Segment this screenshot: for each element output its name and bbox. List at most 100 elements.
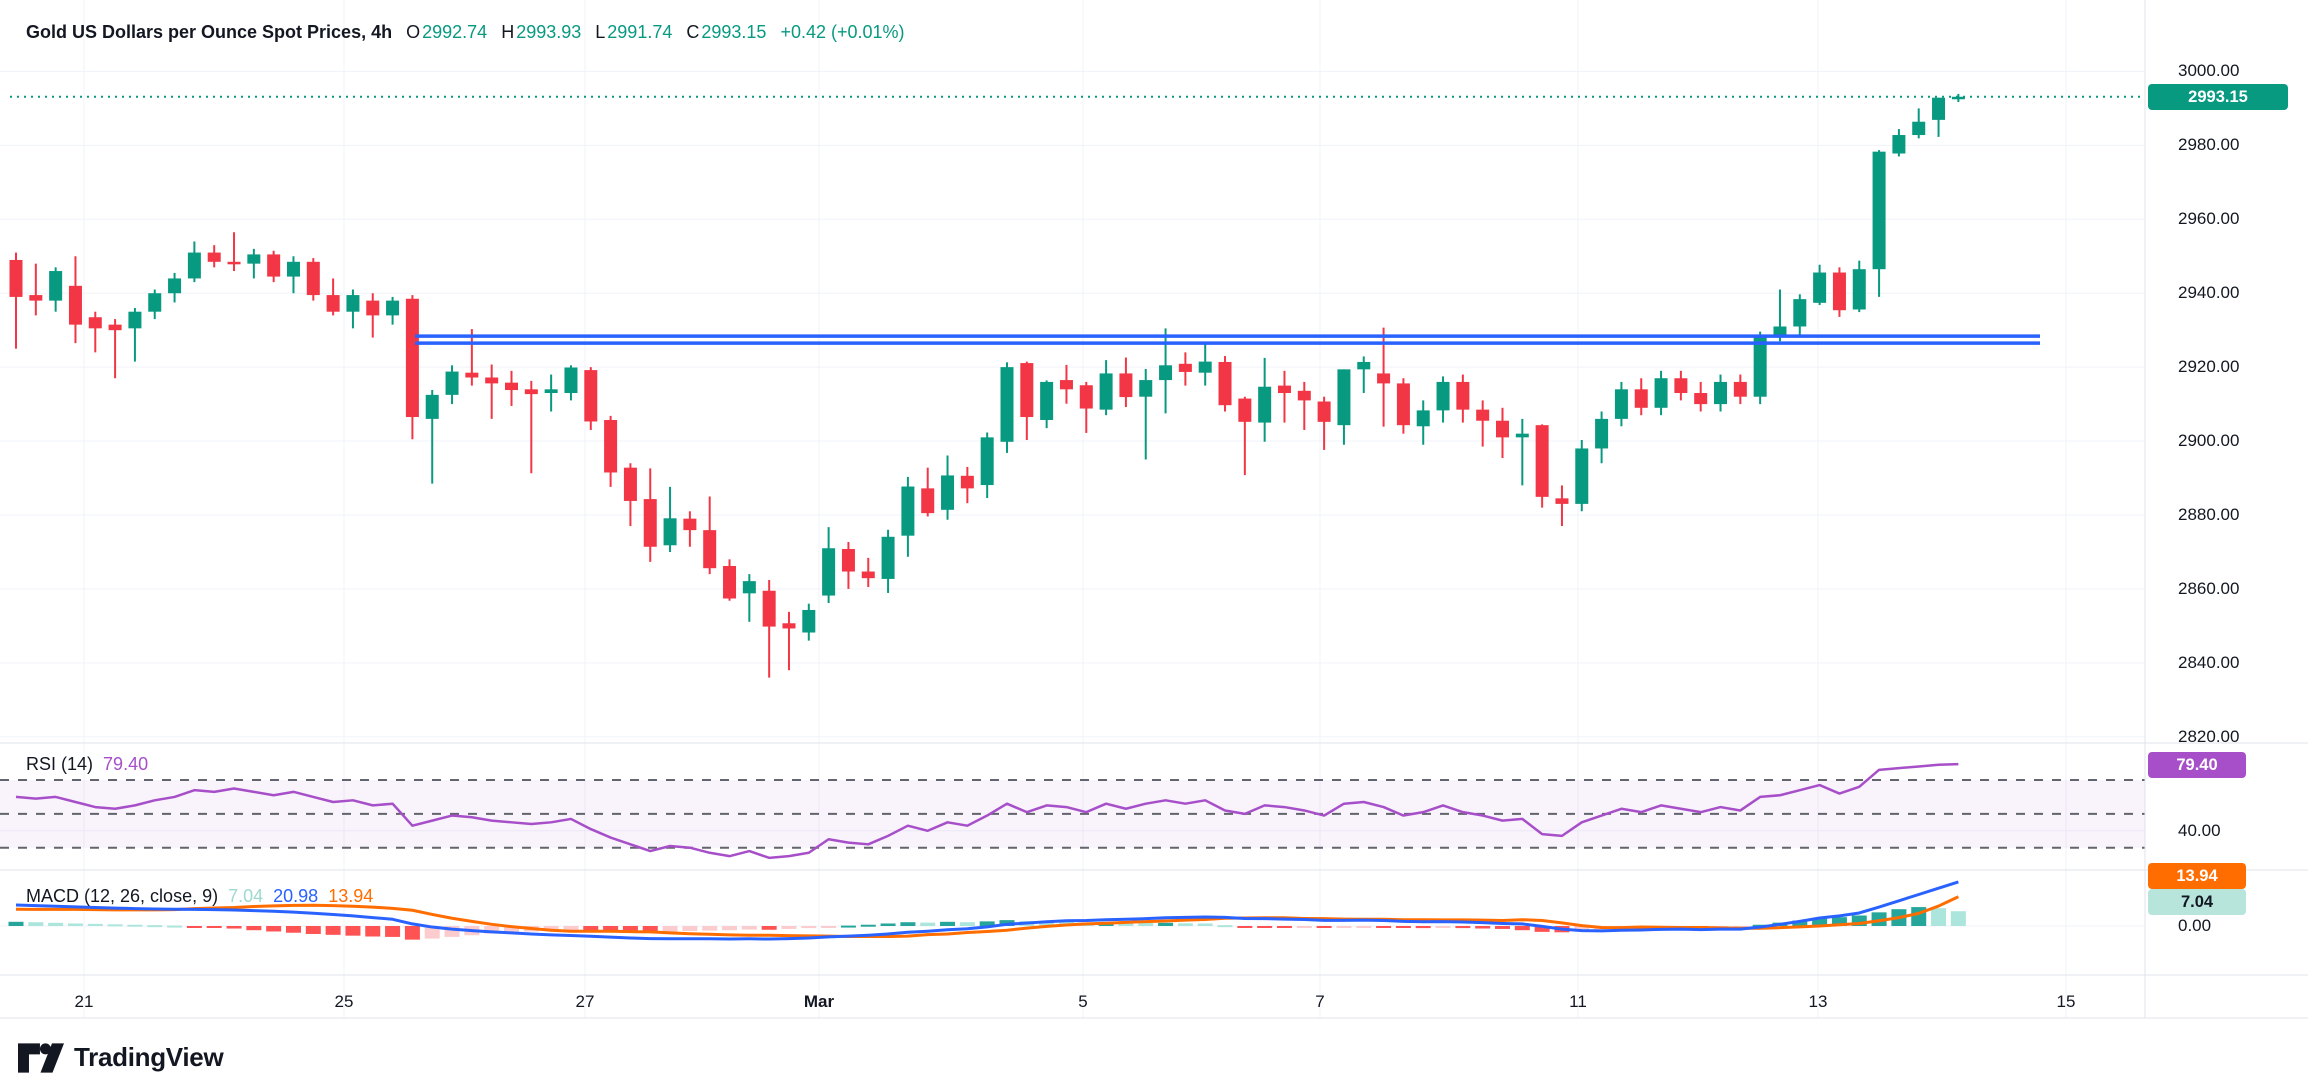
candle-body: [1555, 498, 1569, 504]
macd-signal-value: 13.94: [328, 886, 374, 906]
candle-body: [1535, 425, 1549, 497]
price-axis-label: 2940.00: [2178, 283, 2240, 303]
candle-body: [1456, 381, 1470, 410]
candle-body: [1357, 361, 1371, 370]
macd-hist-bar: [1534, 926, 1550, 932]
macd-legend[interactable]: MACD (12, 26, close, 9) 7.04 20.98 13.94: [26, 886, 373, 907]
time-axis-label: 21: [74, 992, 94, 1011]
candle-body: [1515, 433, 1529, 438]
time-axis[interactable]: 21 25 27 Mar 5 7 11 13 15: [0, 992, 2308, 1022]
macd-hist-bar: [1118, 922, 1134, 926]
candle-body: [643, 499, 657, 547]
macd-hist-bar: [504, 926, 519, 933]
price-axis-label: 2920.00: [2178, 357, 2240, 377]
candle-body: [881, 536, 895, 579]
macd-hist-bar: [107, 924, 123, 927]
candle-body: [623, 467, 637, 501]
candle-body: [366, 300, 380, 316]
rsi-legend[interactable]: RSI (14) 79.40: [26, 754, 148, 775]
macd-hist-bar: [1435, 926, 1451, 928]
candle-body: [346, 295, 360, 312]
candle-body: [187, 252, 201, 279]
macd-hist-bar: [1376, 926, 1392, 928]
macd-hist-bar: [940, 921, 956, 926]
candle-body: [960, 475, 974, 489]
candle-body: [168, 278, 182, 294]
macd-hist-bar: [1177, 923, 1193, 926]
candle-body: [425, 394, 439, 419]
macd-line[interactable]: [15, 880, 1959, 941]
candle-body: [1159, 365, 1173, 381]
candle-body: [802, 609, 816, 633]
candle-body: [29, 295, 43, 301]
candle-body: [584, 370, 598, 422]
macd-hist-bar: [127, 924, 143, 927]
candle-body: [1198, 361, 1212, 373]
candle-body: [1476, 409, 1490, 421]
price-axis-label: 2880.00: [2178, 504, 2240, 524]
macd-signal-line[interactable]: [15, 895, 1959, 938]
ohlc-high: H 2993.93: [501, 22, 582, 42]
price-change: +0.42 (+0.01%): [780, 22, 905, 42]
candle-body: [1753, 335, 1767, 397]
candle-body: [1258, 386, 1272, 423]
candle-body: [326, 295, 340, 312]
candle-body: [1654, 378, 1668, 408]
candle-body: [1634, 389, 1648, 408]
macd-hist-bar: [1475, 926, 1491, 929]
time-axis-label: Mar: [803, 992, 835, 1011]
macd-hist-bar: [801, 926, 817, 929]
candle-body: [445, 371, 459, 395]
macd-hist-bar: [67, 923, 83, 926]
macd-hist-bar: [979, 921, 995, 926]
candle-body: [267, 254, 281, 277]
macd-hist-bar: [583, 926, 599, 932]
rsi-line[interactable]: [15, 762, 1959, 860]
candle-body: [9, 259, 23, 297]
macd-hist-bar: [266, 926, 282, 932]
symbol-title[interactable]: Gold US Dollars per Ounce Spot Prices, 4…: [26, 22, 393, 42]
rsi-badge: 79.40: [2148, 752, 2246, 778]
candle-body: [1079, 385, 1093, 409]
macd-hist-bar: [860, 924, 876, 927]
macd-hist-bar: [959, 922, 975, 926]
candle-body: [1872, 151, 1886, 270]
price-axis-label: 2960.00: [2178, 209, 2240, 229]
candle-body: [1813, 272, 1827, 303]
candle-body: [1436, 381, 1450, 411]
candle-body: [921, 488, 935, 514]
macd-signal-badge: 13.94: [2148, 863, 2246, 889]
candle-body: [1297, 390, 1311, 401]
candle-body: [1020, 363, 1034, 418]
candle-body: [386, 300, 400, 316]
macd-hist-bar: [424, 926, 440, 939]
macd-hist-bar: [1415, 926, 1431, 929]
candle-body: [227, 261, 241, 265]
macd-hist-bar: [1574, 926, 1590, 932]
macd-hist-bar: [1931, 908, 1947, 926]
macd-hist-bar: [87, 923, 103, 926]
macd-hist-bar: [1296, 926, 1312, 928]
macd-hist-bar: [702, 926, 718, 931]
time-axis-label: 27: [575, 992, 595, 1011]
candle-body: [1396, 383, 1410, 426]
price-axis-label: 2840.00: [2178, 652, 2240, 672]
candle-body: [68, 285, 82, 325]
macd-hist-bar: [880, 923, 896, 926]
macd-hist-bar: [1237, 926, 1253, 928]
macd-hist-bar: [1276, 926, 1292, 928]
candle-body: [1238, 398, 1252, 422]
candle-body: [465, 372, 479, 378]
candle-body: [1000, 367, 1014, 442]
candle-body: [1832, 272, 1846, 311]
macd-hist-bar: [1257, 926, 1273, 928]
candle-body: [1377, 373, 1391, 384]
macd-hist-bar: [1138, 923, 1154, 926]
macd-hist-bar: [603, 926, 619, 932]
tradingview-logo[interactable]: TradingView: [18, 1042, 224, 1073]
candle-body: [1595, 418, 1609, 449]
candle-body: [108, 324, 122, 331]
macd-hist-badge: 7.04: [2148, 889, 2246, 915]
symbol-legend[interactable]: Gold US Dollars per Ounce Spot Prices, 4…: [26, 22, 905, 43]
